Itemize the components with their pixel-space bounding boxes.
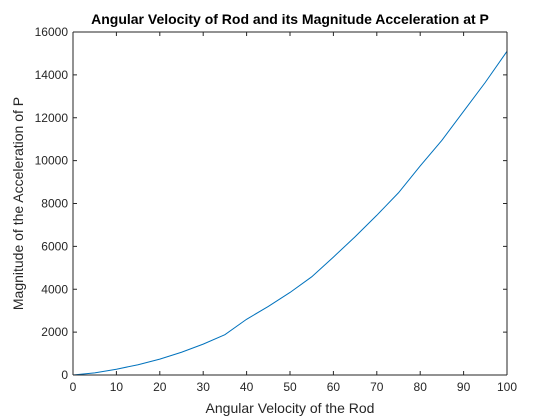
y-tick-label: 14000 [35,68,69,82]
series-line [72,51,508,376]
y-tick-label: 16000 [35,25,69,39]
series-group [72,51,508,376]
y-tick-label: 2000 [41,325,68,339]
y-axis-label: Magnitude of the Acceleration of P [10,97,26,310]
x-tick-label: 60 [327,380,341,394]
x-tick-label: 10 [110,380,124,394]
tick-marks [72,31,508,376]
x-tick-label: 0 [70,380,77,394]
x-tick-label: 40 [240,380,254,394]
x-tick-label: 30 [197,380,211,394]
y-tick-label: 8000 [41,197,68,211]
x-tick-label: 80 [414,380,428,394]
x-tick-label: 50 [283,380,297,394]
x-tick-label: 70 [370,380,384,394]
y-tick-label: 4000 [41,282,68,296]
x-tick-label: 100 [497,380,517,394]
x-axis-label: Angular Velocity of the Rod [206,400,375,416]
y-tick-label: 0 [61,368,68,382]
chart-title: Angular Velocity of Rod and its Magnitud… [91,11,489,27]
x-tick-label: 90 [457,380,471,394]
x-tick-label: 20 [153,380,167,394]
plot-area [73,32,507,375]
x-tick-labels: 0 10 20 30 40 50 60 70 80 90 100 [70,380,518,394]
y-tick-labels: 0 2000 4000 6000 8000 10000 12000 14000 16000 [35,25,69,382]
y-tick-label: 10000 [35,154,69,168]
y-tick-label: 6000 [41,239,68,253]
y-tick-label: 12000 [35,111,69,125]
